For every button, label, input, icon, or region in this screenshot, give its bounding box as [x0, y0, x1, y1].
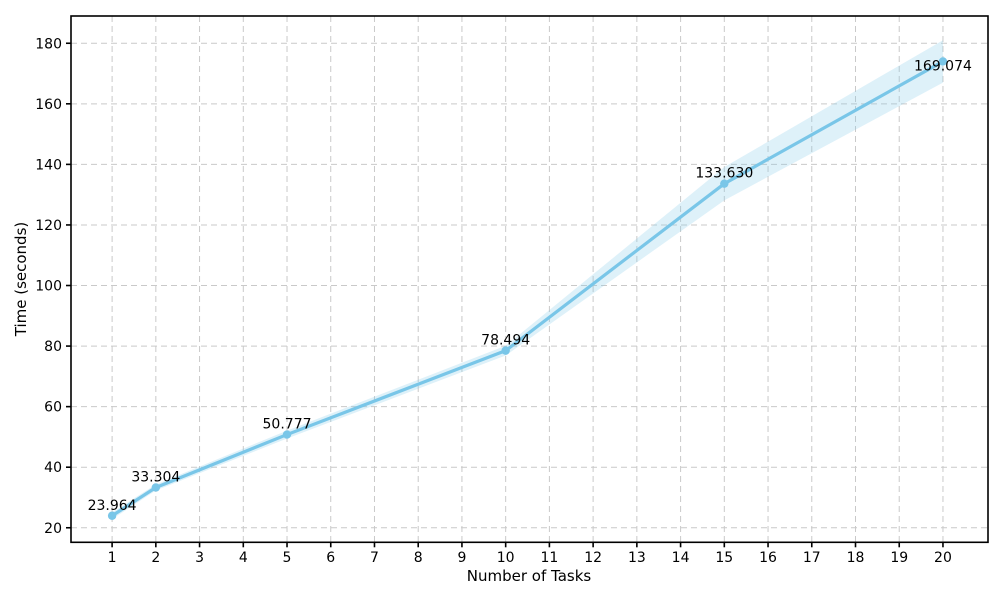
- x-tick-label: 1: [108, 550, 117, 566]
- point-annotation: 78.494: [481, 333, 530, 349]
- grid: [71, 16, 988, 543]
- point-annotation: 33.304: [131, 469, 180, 485]
- y-tick-label: 160: [35, 97, 62, 113]
- x-tick-label: 17: [803, 550, 821, 566]
- point-annotation: 169.074: [914, 58, 972, 74]
- data-point-markers: [107, 57, 948, 520]
- x-tick-label: 18: [847, 550, 865, 566]
- x-tick-label: 16: [759, 550, 777, 566]
- x-tick-label: 5: [283, 550, 292, 566]
- y-tick-label: 100: [35, 279, 62, 295]
- data-point-marker: [938, 57, 948, 66]
- y-tick-label: 120: [35, 218, 62, 234]
- x-tick-label: 14: [672, 550, 690, 566]
- x-tick-label: 13: [628, 550, 646, 566]
- x-tick-label: 12: [584, 550, 602, 566]
- y-tick-label: 140: [35, 157, 62, 173]
- x-tick-label: 10: [497, 550, 515, 566]
- data-point-marker: [282, 430, 292, 439]
- y-tick-label: 180: [35, 36, 62, 52]
- x-tick-label: 9: [457, 550, 466, 566]
- y-tick-label: 20: [44, 521, 62, 537]
- x-tick-label: 3: [195, 550, 204, 566]
- confidence-band: [112, 40, 943, 520]
- x-tick-label: 11: [540, 550, 558, 566]
- data-point-marker: [151, 483, 161, 492]
- y-tick-label: 40: [44, 460, 62, 476]
- point-annotation: 133.630: [695, 166, 753, 182]
- point-annotation: 23.964: [88, 498, 137, 514]
- point-annotation: 50.777: [263, 417, 312, 433]
- y-tick-label: 60: [44, 400, 62, 416]
- plot-area: 1 2 3 4 5 6 7 8 9 10 11 12 13 14 15 16 17 18 19 20204060801…: [35, 15, 989, 566]
- x-tick-label: 15: [715, 550, 733, 566]
- y-axis-label: Time (seconds): [12, 222, 30, 338]
- y-tick-label: 80: [44, 339, 62, 355]
- point-annotations: 23.964 33.304 50.777 78.494 133.630 169.074: [88, 58, 972, 513]
- x-tick-label: 2: [151, 550, 160, 566]
- axis-ticks: 1 2 3 4 5 6 7 8 9 10 11 12 13 14 15 16 17 18 19 20204060801…: [35, 36, 952, 566]
- x-tick-label: 20: [934, 550, 952, 566]
- data-point-marker: [720, 179, 729, 188]
- x-tick-label: 4: [239, 550, 248, 566]
- axes-spines: [70, 15, 989, 544]
- data-point-marker: [107, 511, 117, 520]
- data-point-marker: [501, 346, 510, 355]
- x-tick-label: 19: [890, 550, 908, 566]
- data-line: [110, 59, 945, 518]
- x-axis-label: Number of Tasks: [467, 567, 592, 585]
- x-tick-label: 6: [326, 550, 335, 566]
- x-tick-label: 7: [370, 550, 379, 566]
- x-tick-label: 8: [414, 550, 423, 566]
